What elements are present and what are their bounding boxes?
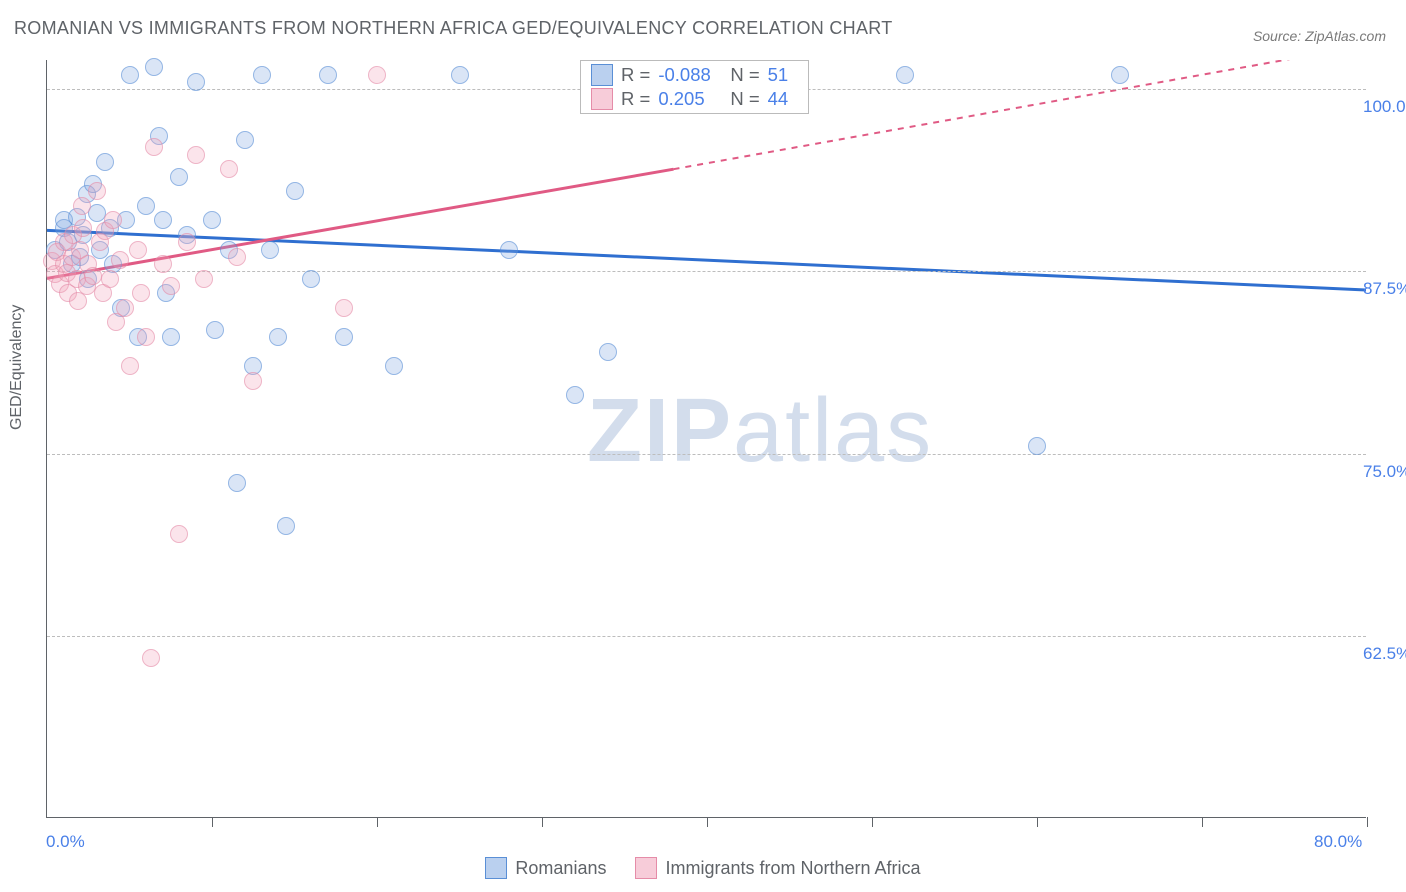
data-point (599, 343, 617, 361)
data-point (896, 66, 914, 84)
data-point (162, 328, 180, 346)
data-point (286, 182, 304, 200)
data-point (206, 321, 224, 339)
y-tick-label: 75.0% (1363, 462, 1406, 482)
x-tick (377, 817, 378, 827)
data-point (1111, 66, 1129, 84)
x-tick (707, 817, 708, 827)
data-point (154, 211, 172, 229)
data-point (228, 248, 246, 266)
data-point (277, 517, 295, 535)
data-point (261, 241, 279, 259)
data-point (500, 241, 518, 259)
watermark: ZIPatlas (587, 380, 933, 483)
watermark-light: atlas (733, 381, 933, 481)
data-point (154, 255, 172, 273)
data-point (121, 66, 139, 84)
data-point (132, 284, 150, 302)
legend-label: Romanians (515, 858, 606, 879)
x-tick (872, 817, 873, 827)
data-point (203, 211, 221, 229)
data-point (253, 66, 271, 84)
data-point (187, 146, 205, 164)
plot-area: ZIPatlas 62.5%75.0%87.5%100.0% (46, 60, 1366, 818)
data-point (101, 270, 119, 288)
data-point (104, 211, 122, 229)
data-point (244, 372, 262, 390)
y-tick-label: 87.5% (1363, 279, 1406, 299)
data-point (302, 270, 320, 288)
data-point (121, 357, 139, 375)
data-point (228, 474, 246, 492)
data-point (335, 328, 353, 346)
gridline (47, 454, 1366, 455)
data-point (129, 241, 147, 259)
data-point (145, 138, 163, 156)
x-tick (1367, 817, 1368, 827)
y-tick-label: 100.0% (1363, 97, 1406, 117)
data-point (220, 160, 238, 178)
data-point (385, 357, 403, 375)
data-point (170, 525, 188, 543)
x-tick-label: 80.0% (1314, 832, 1362, 852)
data-point (187, 73, 205, 91)
swatch-pink (591, 88, 613, 110)
data-point (137, 197, 155, 215)
data-point (451, 66, 469, 84)
stats-N-label: N = (730, 88, 759, 110)
data-point (84, 267, 102, 285)
bottom-legend: Romanians Immigrants from Northern Afric… (0, 857, 1406, 884)
stats-N-value: 51 (768, 64, 798, 86)
data-point (368, 66, 386, 84)
y-tick-label: 62.5% (1363, 644, 1406, 664)
data-point (73, 197, 91, 215)
data-point (88, 182, 106, 200)
data-point (137, 328, 155, 346)
data-point (74, 219, 92, 237)
stats-R-value: 0.205 (658, 88, 722, 110)
stats-N-label: N = (730, 64, 759, 86)
data-point (566, 386, 584, 404)
x-tick (1037, 817, 1038, 827)
legend-item: Immigrants from Northern Africa (635, 857, 920, 879)
gridline (47, 636, 1366, 637)
data-point (145, 58, 163, 76)
chart-title: ROMANIAN VS IMMIGRANTS FROM NORTHERN AFR… (14, 18, 893, 39)
legend-label: Immigrants from Northern Africa (665, 858, 920, 879)
stats-N-value: 44 (768, 88, 798, 110)
data-point (195, 270, 213, 288)
x-tick (542, 817, 543, 827)
stats-R-label: R = (621, 64, 650, 86)
data-point (1028, 437, 1046, 455)
stats-row: R = -0.088 N = 51 (585, 63, 804, 87)
x-tick (1202, 817, 1203, 827)
x-tick-label: 0.0% (46, 832, 85, 852)
trend-line (47, 169, 674, 278)
swatch-pink (635, 857, 657, 879)
x-tick (212, 817, 213, 827)
data-point (96, 153, 114, 171)
swatch-blue (591, 64, 613, 86)
gridline (47, 271, 1366, 272)
source-label: Source: ZipAtlas.com (1253, 28, 1386, 44)
data-point (236, 131, 254, 149)
legend-item: Romanians (485, 857, 606, 879)
data-point (142, 649, 160, 667)
data-point (178, 233, 196, 251)
stats-row: R = 0.205 N = 44 (585, 87, 804, 111)
watermark-bold: ZIP (587, 381, 733, 481)
data-point (319, 66, 337, 84)
data-point (116, 299, 134, 317)
data-point (170, 168, 188, 186)
data-point (335, 299, 353, 317)
stats-box: R = -0.088 N = 51 R = 0.205 N = 44 (580, 60, 809, 114)
data-point (111, 251, 129, 269)
y-axis-label: GED/Equivalency (8, 305, 26, 430)
stats-R-label: R = (621, 88, 650, 110)
stats-R-value: -0.088 (658, 64, 722, 86)
data-point (269, 328, 287, 346)
data-point (162, 277, 180, 295)
swatch-blue (485, 857, 507, 879)
